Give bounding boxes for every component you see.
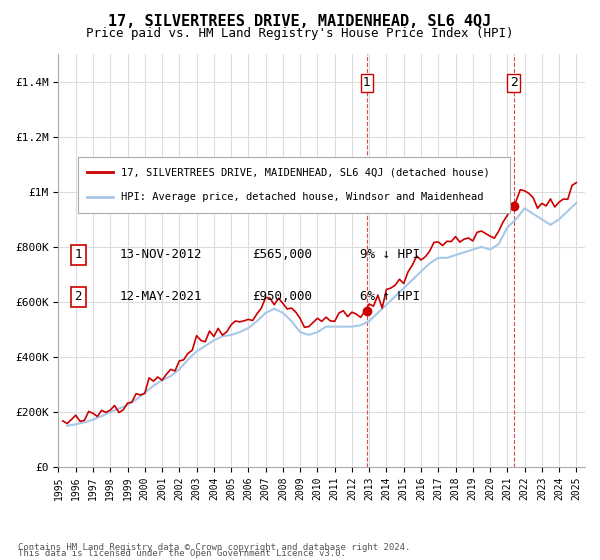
Text: £950,000: £950,000 bbox=[252, 290, 312, 304]
Text: 12-MAY-2021: 12-MAY-2021 bbox=[120, 290, 203, 304]
Text: 1: 1 bbox=[74, 248, 82, 262]
Text: £565,000: £565,000 bbox=[252, 248, 312, 262]
Text: 2: 2 bbox=[510, 76, 518, 89]
Text: This data is licensed under the Open Government Licence v3.0.: This data is licensed under the Open Gov… bbox=[18, 549, 346, 558]
Text: 1: 1 bbox=[363, 76, 371, 89]
Text: 13-NOV-2012: 13-NOV-2012 bbox=[120, 248, 203, 262]
Text: 6% ↑ HPI: 6% ↑ HPI bbox=[360, 290, 420, 304]
Text: 17, SILVERTREES DRIVE, MAIDENHEAD, SL6 4QJ: 17, SILVERTREES DRIVE, MAIDENHEAD, SL6 4… bbox=[109, 14, 491, 29]
Text: 9% ↓ HPI: 9% ↓ HPI bbox=[360, 248, 420, 262]
Text: Contains HM Land Registry data © Crown copyright and database right 2024.: Contains HM Land Registry data © Crown c… bbox=[18, 543, 410, 552]
Text: 2: 2 bbox=[74, 290, 82, 304]
Text: Price paid vs. HM Land Registry's House Price Index (HPI): Price paid vs. HM Land Registry's House … bbox=[86, 27, 514, 40]
Text: HPI: Average price, detached house, Windsor and Maidenhead: HPI: Average price, detached house, Wind… bbox=[121, 192, 484, 202]
Text: 17, SILVERTREES DRIVE, MAIDENHEAD, SL6 4QJ (detached house): 17, SILVERTREES DRIVE, MAIDENHEAD, SL6 4… bbox=[121, 167, 490, 178]
